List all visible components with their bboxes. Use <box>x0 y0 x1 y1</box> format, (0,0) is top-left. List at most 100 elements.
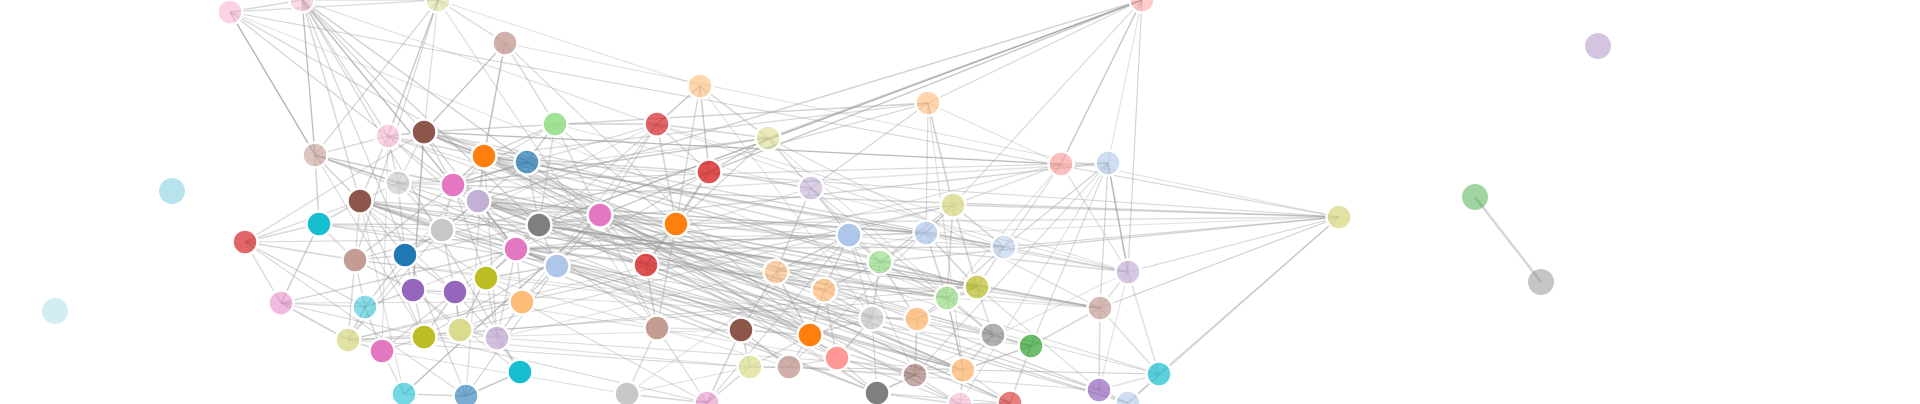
graph-link <box>1107 162 1129 273</box>
graph-link <box>483 155 978 288</box>
graph-node[interactable] <box>452 382 480 404</box>
graph-node[interactable] <box>963 273 991 301</box>
graph-node[interactable] <box>502 235 530 263</box>
graph-node[interactable] <box>1128 0 1156 14</box>
graph-node[interactable] <box>491 29 519 57</box>
graph-node[interactable] <box>796 321 824 349</box>
graph-node[interactable] <box>374 122 402 150</box>
isolated-node[interactable] <box>1585 33 1611 59</box>
graph-node[interactable] <box>439 171 467 199</box>
graph-node[interactable] <box>1325 203 1353 231</box>
graph-node[interactable] <box>1114 389 1142 404</box>
graph-node[interactable] <box>506 358 534 386</box>
graph-node[interactable] <box>933 284 961 312</box>
graph-node[interactable] <box>446 316 474 344</box>
graph-link <box>675 137 769 225</box>
graph-node[interactable] <box>736 353 764 381</box>
graph-node[interactable] <box>586 201 614 229</box>
graph-node[interactable] <box>632 251 660 279</box>
graph-node[interactable] <box>390 380 418 404</box>
graph-link <box>1099 216 1340 309</box>
graph-node[interactable] <box>939 191 967 219</box>
graph-node[interactable] <box>1086 294 1114 322</box>
graph-node[interactable] <box>391 241 419 269</box>
graph-node[interactable] <box>441 278 469 306</box>
graph-node[interactable] <box>762 258 790 286</box>
graph-node[interactable] <box>1114 258 1142 286</box>
graph-node[interactable] <box>797 174 825 202</box>
graph-link <box>626 234 850 395</box>
isolated-node[interactable] <box>42 298 68 324</box>
graph-node[interactable] <box>823 344 851 372</box>
graph-node[interactable] <box>341 246 369 274</box>
graph-node[interactable] <box>662 210 690 238</box>
graph-node[interactable] <box>470 142 498 170</box>
graph-node[interactable] <box>231 228 259 256</box>
graph-node[interactable] <box>949 356 977 384</box>
graph-node[interactable] <box>979 321 1007 349</box>
graph-node[interactable] <box>541 110 569 138</box>
graph-node[interactable] <box>810 276 838 304</box>
graph-node[interactable] <box>428 216 456 244</box>
graph-node[interactable] <box>643 110 671 138</box>
graph-node[interactable] <box>693 389 721 404</box>
graph-node[interactable] <box>996 389 1024 404</box>
graph-node[interactable] <box>1017 332 1045 360</box>
graph-node[interactable] <box>686 72 714 100</box>
graph-node[interactable] <box>472 264 500 292</box>
graph-node[interactable] <box>1085 376 1113 404</box>
graph-link <box>952 0 1143 206</box>
graph-node[interactable] <box>912 219 940 247</box>
graph-node[interactable] <box>946 390 974 404</box>
graph-node[interactable] <box>288 0 316 14</box>
graph-node[interactable] <box>368 337 396 365</box>
graph-node[interactable] <box>410 118 438 146</box>
graph-node[interactable] <box>858 304 886 332</box>
graph-node[interactable] <box>351 293 379 321</box>
graph-node[interactable] <box>384 169 412 197</box>
graph-node[interactable] <box>525 211 553 239</box>
graph-node[interactable] <box>903 305 931 333</box>
graph-link <box>1060 0 1143 165</box>
graph-node[interactable] <box>464 187 492 215</box>
graph-node[interactable] <box>346 187 374 215</box>
graph-link <box>599 214 658 329</box>
component-node[interactable] <box>1462 184 1488 210</box>
graph-node[interactable] <box>914 89 942 117</box>
graph-link <box>387 0 439 137</box>
graph-node[interactable] <box>866 248 894 276</box>
graph-node[interactable] <box>513 148 541 176</box>
graph-node[interactable] <box>1094 149 1122 177</box>
graph-node[interactable] <box>835 221 863 249</box>
graph-node[interactable] <box>775 353 803 381</box>
graph-node[interactable] <box>508 288 536 316</box>
graph-link <box>554 123 677 225</box>
graph-node[interactable] <box>643 314 671 342</box>
graph-node[interactable] <box>863 379 891 404</box>
graph-node[interactable] <box>424 0 452 14</box>
graph-link <box>423 286 978 338</box>
graph-link <box>1107 0 1143 164</box>
graph-node[interactable] <box>990 233 1018 261</box>
graph-node[interactable] <box>543 252 571 280</box>
graph-node[interactable] <box>613 380 641 404</box>
graph-node[interactable] <box>410 323 438 351</box>
graph-node[interactable] <box>754 124 782 152</box>
isolated-node[interactable] <box>159 178 185 204</box>
graph-node[interactable] <box>305 210 333 238</box>
graph-link <box>359 200 964 371</box>
graph-node[interactable] <box>1047 150 1075 178</box>
graph-link <box>876 392 1011 404</box>
component-node[interactable] <box>1528 269 1554 295</box>
graph-node[interactable] <box>267 289 295 317</box>
graph-node[interactable] <box>695 158 723 186</box>
graph-node[interactable] <box>483 324 511 352</box>
graph-node[interactable] <box>727 316 755 344</box>
graph-node[interactable] <box>334 326 362 354</box>
graph-node[interactable] <box>216 0 244 26</box>
graph-node[interactable] <box>301 141 329 169</box>
graph-node[interactable] <box>1145 360 1173 388</box>
graph-node[interactable] <box>399 276 427 304</box>
graph-node[interactable] <box>901 361 929 389</box>
